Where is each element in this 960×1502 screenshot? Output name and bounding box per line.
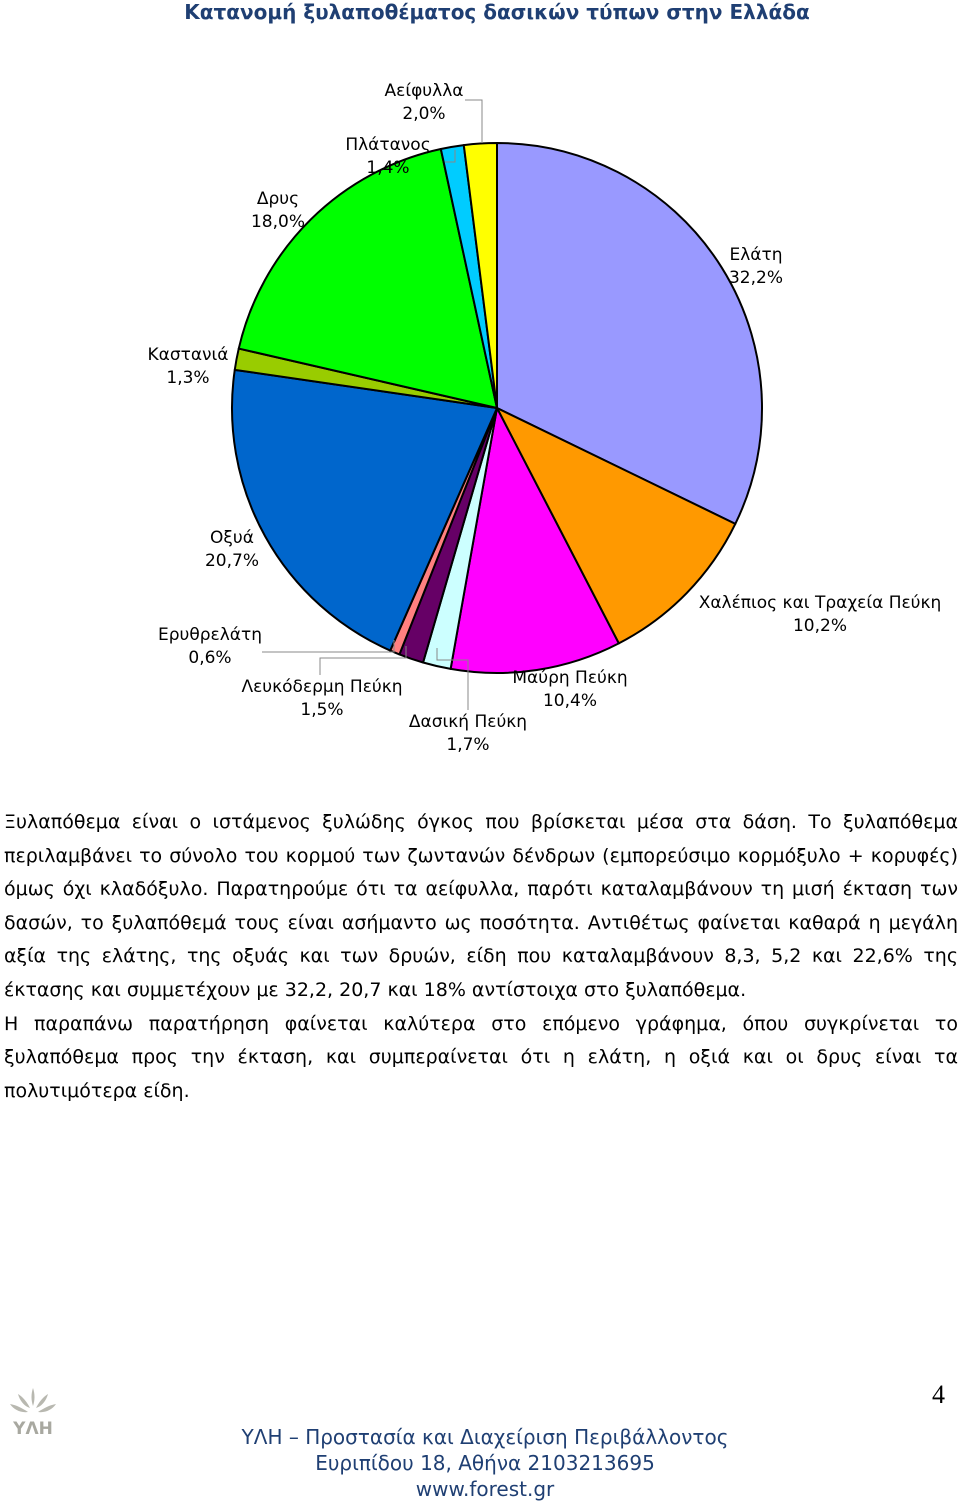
- slice-label-10: Πλάτανος 1,4%: [345, 135, 430, 178]
- slice-label-8: Καστανιά 1,3%: [147, 345, 228, 388]
- slice-label-name: Χαλέπιος και Τραχεία Πεύκη: [699, 593, 942, 613]
- pie-slice-3: [449, 407, 620, 674]
- slice-label-name: Δασική Πεύκη: [409, 712, 527, 732]
- slice-label-value: 2,0%: [402, 104, 445, 124]
- pie-slice-9: [237, 148, 498, 409]
- page-number: 4: [932, 1380, 945, 1409]
- pie-chart: Ελάτη 32,2% Χαλέπιος και Τραχεία Πεύκη 10,2…: [147, 81, 941, 755]
- slice-label-value: 1,7%: [446, 735, 489, 755]
- slice-label-6: Ερυθρελάτη 0,6%: [158, 625, 262, 668]
- slice-label-name: Δρυς: [257, 189, 299, 209]
- leader-lines: [262, 99, 483, 710]
- slice-label-2: Χαλέπιος και Τραχεία Πεύκη 10,2%: [699, 593, 942, 636]
- leader-line-11: [465, 99, 483, 143]
- slice-label-3: Μαύρη Πεύκη 10,4%: [512, 668, 627, 711]
- footer: ΥΛΗ – Προστασία και Διαχείριση Περιβάλλο…: [185, 1424, 785, 1502]
- leader-line-4: [436, 648, 469, 710]
- slice-label-value: 10,2%: [793, 616, 847, 636]
- pie-slice-11: [462, 142, 498, 409]
- slice-label-name: Οξυά: [210, 528, 254, 548]
- slice-label-name: Ελάτη: [729, 245, 782, 265]
- leader-line-5: [319, 646, 407, 675]
- slice-label-1: Ελάτη 32,2%: [729, 245, 783, 288]
- pie-slices: [231, 142, 763, 674]
- slice-label-value: 0,6%: [188, 648, 231, 668]
- slice-label-5: Λευκόδερμη Πεύκη 1,5%: [241, 677, 402, 720]
- slice-label-value: 1,3%: [166, 368, 209, 388]
- slice-label-value: 1,4%: [366, 158, 409, 178]
- slice-label-7: Οξυά 20,7%: [205, 528, 259, 571]
- pie-slice-7: [231, 368, 498, 652]
- footer-line-2: Ευριπίδου 18, Αθήνα 2103213695: [315, 1451, 655, 1475]
- slice-label-name: Καστανιά: [147, 345, 228, 365]
- slice-label-name: Μαύρη Πεύκη: [512, 668, 627, 688]
- body-paragraph-2: Η παραπάνω παρατήρηση φαίνεται καλύτερα …: [4, 1012, 958, 1102]
- slice-label-name: Ερυθρελάτη: [158, 625, 262, 645]
- slice-label-name: Λευκόδερμη Πεύκη: [241, 677, 402, 697]
- slice-label-4: Δασική Πεύκη 1,7%: [409, 712, 527, 755]
- body-paragraph-1: Ξυλαπόθεμα είναι ο ιστάμενος ξυλώδης όγκ…: [4, 811, 958, 1001]
- yli-logo: ΥΛΗ: [10, 1388, 56, 1439]
- slice-label-value: 20,7%: [205, 551, 259, 571]
- pie-slice-1: [496, 142, 763, 525]
- slice-label-name: Πλάτανος: [345, 135, 430, 155]
- slice-label-9: Δρυς 18,0%: [251, 189, 305, 232]
- slice-label-value: 32,2%: [729, 268, 783, 288]
- page-title: Κατανομή ξυλαποθέματος δασικών τύπων στη…: [184, 0, 810, 24]
- leader-line-6: [262, 640, 395, 653]
- footer-line-3: www.forest.gr: [415, 1477, 555, 1501]
- slice-label-11: Αείφυλλα 2,0%: [385, 81, 464, 124]
- slice-label-value: 1,5%: [300, 700, 343, 720]
- pie-slice-2: [496, 407, 737, 645]
- leader-line-10: [445, 150, 456, 163]
- body-text: Ξυλαπόθεμα είναι ο ιστάμενος ξυλώδης όγκ…: [4, 806, 958, 1108]
- footer-line-1: ΥΛΗ – Προστασία και Διαχείριση Περιβάλλο…: [241, 1425, 729, 1449]
- slice-label-value: 18,0%: [251, 212, 305, 232]
- logo-text: ΥΛΗ: [12, 1419, 53, 1439]
- slice-label-name: Αείφυλλα: [385, 81, 464, 101]
- slice-labels: Ελάτη 32,2% Χαλέπιος και Τραχεία Πεύκη 10,2…: [147, 81, 941, 755]
- slice-label-value: 10,4%: [543, 691, 597, 711]
